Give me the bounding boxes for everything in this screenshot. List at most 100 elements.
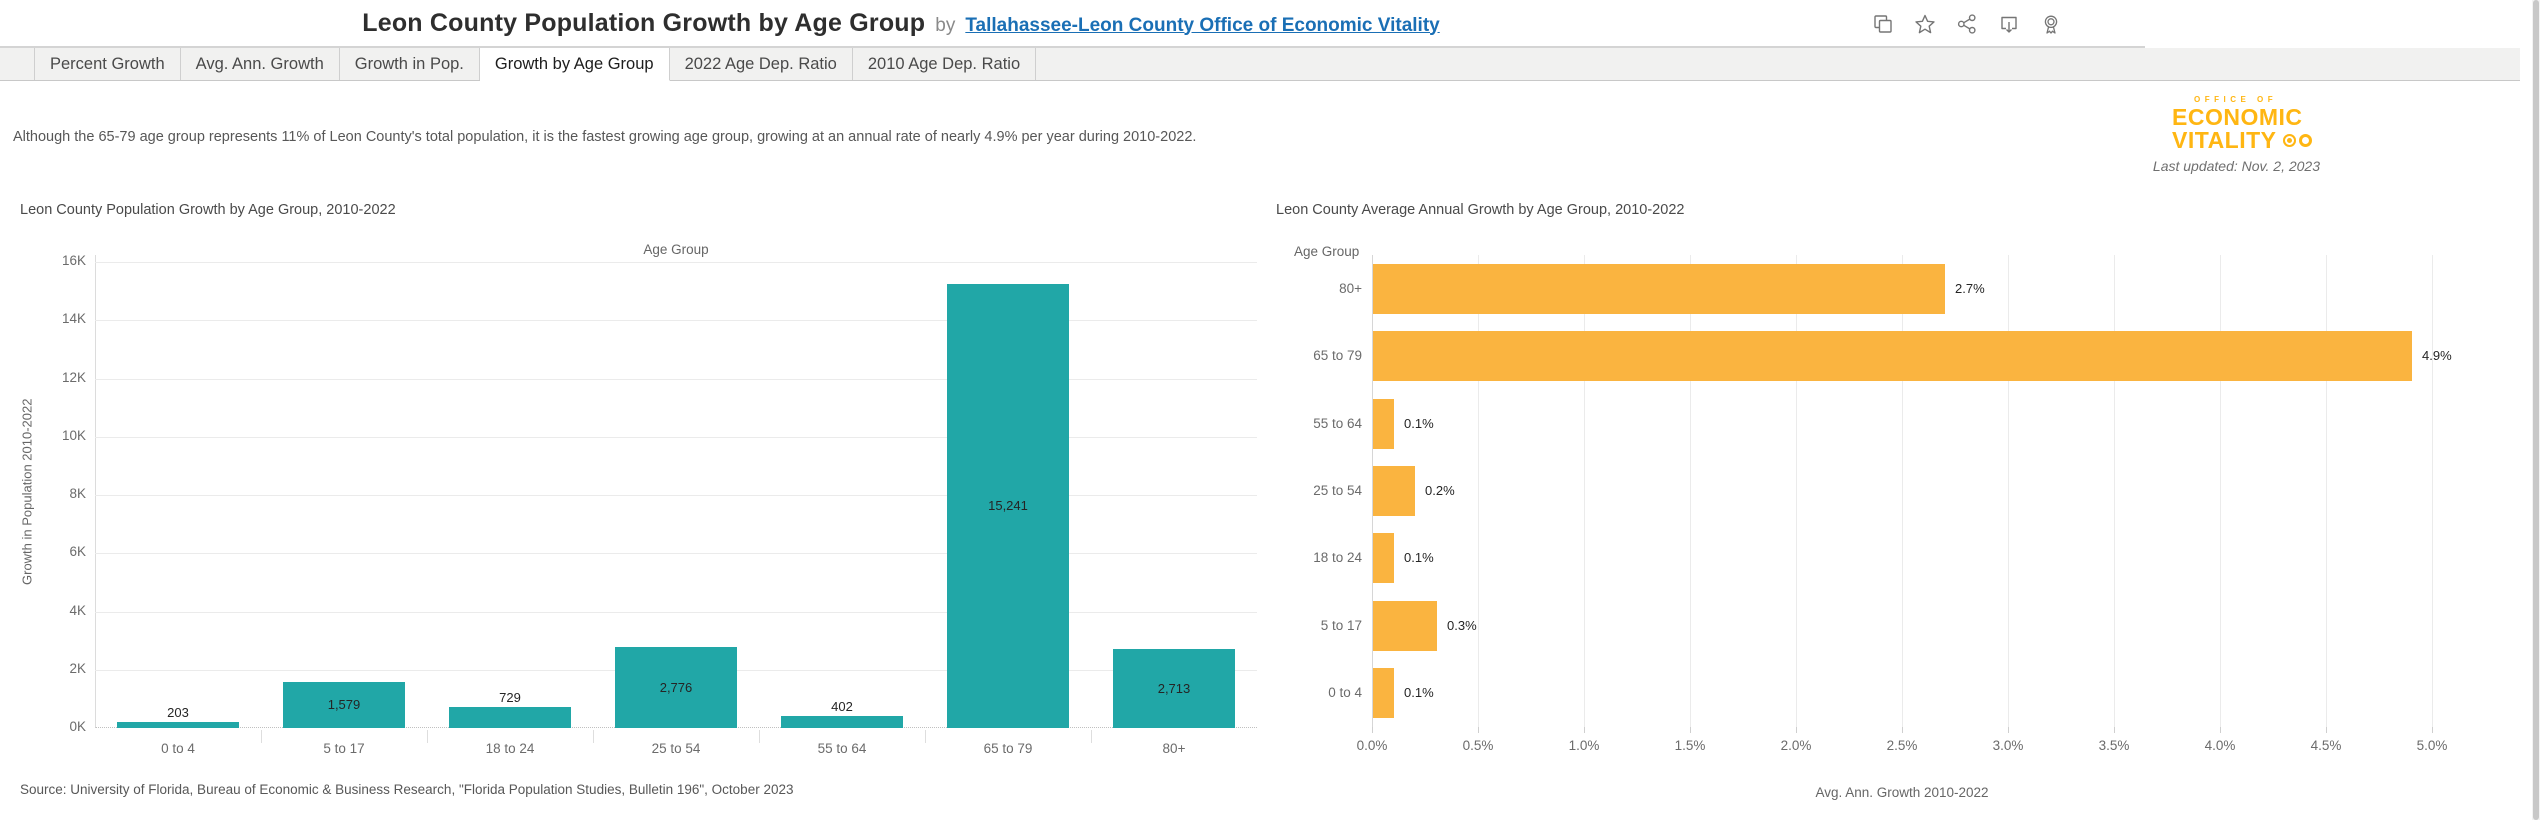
author-link[interactable]: Tallahassee-Leon County Office of Econom… (965, 14, 1440, 36)
page-scrollbar-thumb[interactable] (2533, 0, 2539, 820)
bar[interactable] (1373, 600, 1437, 651)
grid-line (95, 495, 1257, 496)
x-axis-category-label: 0 to 4 (161, 741, 195, 756)
bar[interactable] (615, 647, 737, 728)
right-row-header: Age Group (1294, 244, 1360, 259)
x-axis-category-label: 80+ (1162, 741, 1186, 756)
x-axis-tick-label: 2.5% (1886, 738, 1918, 753)
bar[interactable] (781, 716, 903, 728)
logo-globe-icon (2282, 134, 2296, 147)
workbook-title-block: Leon County Population Growth by Age Gro… (362, 0, 1439, 47)
y-axis-tick-label: 6K (69, 544, 86, 560)
tab-growth-by-age-group[interactable]: Growth by Age Group (479, 48, 670, 81)
star-icon[interactable] (1914, 13, 1936, 35)
bar[interactable] (1373, 331, 2412, 382)
y-axis-tick-label: 0K (69, 719, 86, 734)
bar-value-label: 203 (167, 705, 189, 720)
sheet-tab-bar: Percent Growth Avg. Ann. Growth Growth i… (0, 48, 2520, 81)
column-separator-tick (925, 730, 926, 743)
toolbar-header: Leon County Population Growth by Age Gro… (0, 0, 2540, 48)
bar-value-label: 2,776 (659, 679, 693, 695)
award-icon[interactable] (2040, 13, 2062, 35)
grid-line (1584, 255, 1585, 727)
y-axis-tick-label: 8K (69, 486, 86, 501)
bar-value-label: 402 (831, 699, 853, 714)
tab-avg-ann-growth[interactable]: Avg. Ann. Growth (181, 48, 340, 80)
bar[interactable] (1113, 649, 1235, 728)
source-caption: Source: University of Florida, Bureau of… (20, 782, 794, 797)
bar-value-label: 15,241 (988, 498, 1028, 513)
axis-tick-mark (2220, 727, 2221, 733)
y-axis-category-label: 18 to 24 (1313, 550, 1362, 566)
bar-value-label: 729 (499, 690, 521, 705)
bar[interactable] (947, 284, 1069, 728)
last-updated-text: Last updated: Nov. 2, 2023 (2152, 158, 2320, 174)
bar-value-label: 2.7% (1955, 280, 1985, 296)
x-axis-category-label: 65 to 79 (983, 741, 1033, 756)
grid-line (2432, 255, 2433, 727)
share-icon[interactable] (1956, 13, 1978, 35)
by-label: by (935, 14, 956, 36)
left-chart-canvas: Leon County Population Growth by Age Gro… (12, 200, 1268, 780)
header-divider (0, 46, 2145, 48)
x-axis-tick-label: 0.5% (1462, 738, 1494, 753)
axis-tick-mark (1372, 727, 1373, 733)
bar[interactable] (283, 682, 405, 728)
grid-line (95, 378, 1257, 380)
bar[interactable] (1373, 668, 1394, 719)
axis-tick-mark (2432, 727, 2433, 733)
grid-line (95, 611, 1257, 613)
axis-tick-mark (2008, 727, 2009, 733)
axis-tick-mark (1478, 727, 1479, 733)
page-scrollbar-track[interactable] (2532, 0, 2540, 820)
bar-value-label: 1,579 (327, 697, 361, 712)
axis-tick-mark (1690, 727, 1691, 733)
copy-icon[interactable] (1872, 13, 1894, 35)
y-axis-tick-label: 12K (61, 369, 86, 385)
axis-tick-mark (2114, 727, 2115, 733)
grid-line (2008, 255, 2009, 727)
x-axis-tick-label: 3.5% (2098, 738, 2130, 753)
bar[interactable] (1373, 263, 1945, 314)
y-axis-category-label: 80+ (1339, 280, 1362, 296)
bar-value-label: 0.3% (1447, 617, 1477, 633)
right-plot-area (1372, 255, 2444, 727)
logo-line-economic: ECONOMIC (2172, 104, 2303, 130)
bar-value-label: 0.1% (1404, 685, 1434, 701)
tab-growth-in-pop[interactable]: Growth in Pop. (340, 48, 480, 80)
dashboard-subtitle: Although the 65-79 age group represents … (13, 129, 1197, 145)
x-axis-category-label: 55 to 64 (817, 741, 867, 756)
bar[interactable] (449, 707, 571, 728)
tab-2010-age-dep-ratio[interactable]: 2010 Age Dep. Ratio (853, 48, 1037, 80)
right-chart-canvas: Leon County Average Annual Growth by Age… (1272, 200, 2540, 815)
download-icon[interactable] (1998, 13, 2020, 35)
column-separator-tick (593, 730, 594, 743)
bar[interactable] (117, 722, 239, 728)
y-axis-tick-label: 2K (69, 660, 86, 676)
grid-line (1690, 255, 1691, 727)
bar[interactable] (1373, 398, 1394, 449)
y-axis-category-label: 65 to 79 (1313, 348, 1362, 364)
workbook-title: Leon County Population Growth by Age Gro… (362, 9, 926, 37)
bar[interactable] (1373, 466, 1415, 516)
logo-seal-icon (2298, 134, 2312, 147)
y-axis-category-label: 25 to 54 (1313, 483, 1362, 498)
x-axis-tick-label: 2.0% (1780, 738, 1812, 753)
right-chart-title: Leon County Average Annual Growth by Age… (1276, 202, 1685, 218)
x-axis-tick-label: 1.0% (1568, 738, 1600, 753)
y-axis-category-label: 5 to 17 (1320, 617, 1362, 633)
grid-line (1478, 255, 1479, 727)
bar-value-label: 4.9% (2422, 348, 2452, 364)
column-separator-tick (427, 730, 428, 743)
x-axis-tick-label: 4.5% (2310, 738, 2342, 753)
x-axis-category-label: 18 to 24 (485, 741, 535, 756)
tab-percent-growth[interactable]: Percent Growth (35, 48, 181, 80)
y-axis-tick-label: 4K (69, 602, 86, 618)
right-x-axis-title: Avg. Ann. Growth 2010-2022 (1815, 785, 1989, 800)
tab-2022-age-dep-ratio[interactable]: 2022 Age Dep. Ratio (670, 48, 853, 80)
axis-tick-mark (1902, 727, 1903, 733)
x-axis-category-label: 25 to 54 (651, 741, 701, 756)
x-axis-tick-label: 3.0% (1992, 738, 2024, 753)
bar[interactable] (1373, 533, 1394, 584)
axis-tick-mark (1796, 727, 1797, 733)
